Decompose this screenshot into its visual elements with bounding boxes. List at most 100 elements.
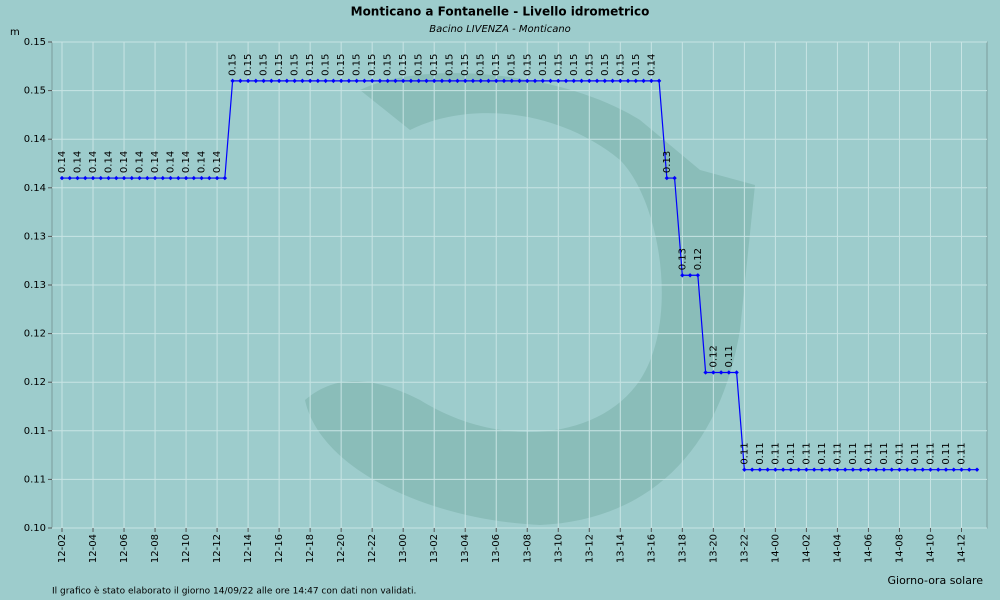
- x-tick-label: 13-18: [677, 534, 688, 563]
- data-point: [470, 78, 476, 84]
- x-tick-label: 13-20: [708, 534, 719, 563]
- value-label: 0.15: [476, 54, 487, 76]
- data-point: [276, 78, 282, 84]
- data-point: [463, 78, 468, 84]
- x-tick-label: 14-08: [894, 534, 905, 563]
- value-label: 0.12: [708, 345, 719, 367]
- data-point: [245, 78, 251, 84]
- data-point: [509, 78, 514, 84]
- data-point: [610, 78, 615, 84]
- x-tick-label: 14-04: [832, 534, 843, 563]
- data-point: [726, 370, 732, 375]
- data-point: [455, 78, 460, 84]
- data-point: [416, 78, 421, 84]
- x-tick-label: 13-02: [429, 534, 440, 563]
- data-point: [222, 175, 228, 181]
- data-point: [59, 175, 65, 181]
- data-point: [432, 78, 437, 84]
- data-point: [967, 467, 972, 472]
- value-label: 0.15: [367, 54, 378, 76]
- data-point: [625, 78, 631, 84]
- value-label: 0.14: [166, 151, 177, 173]
- x-tick-label: 14-12: [956, 534, 967, 563]
- x-tick-label: 12-10: [181, 534, 192, 563]
- value-label: 0.11: [848, 442, 859, 464]
- data-point: [548, 78, 553, 84]
- value-label: 0.15: [429, 54, 440, 76]
- data-point: [734, 370, 739, 375]
- value-label: 0.14: [73, 151, 84, 173]
- value-label: 0.15: [398, 54, 409, 76]
- data-point: [571, 78, 576, 84]
- value-label: 0.15: [414, 54, 425, 76]
- data-point: [811, 467, 817, 472]
- data-point: [905, 467, 910, 472]
- data-point: [377, 78, 383, 84]
- value-label: 0.15: [460, 54, 471, 76]
- data-point: [889, 467, 894, 472]
- data-point: [269, 78, 274, 84]
- data-point: [804, 467, 809, 472]
- data-point: [90, 175, 96, 181]
- data-point: [680, 273, 685, 278]
- data-point: [152, 175, 158, 181]
- data-point: [501, 78, 507, 84]
- data-point: [176, 175, 181, 181]
- data-point: [579, 78, 584, 84]
- x-tick-label: 14-02: [801, 534, 812, 563]
- data-point: [137, 175, 142, 181]
- y-tick-label: 0.14: [24, 134, 46, 145]
- data-point: [191, 175, 197, 181]
- data-point: [369, 78, 375, 84]
- data-point: [478, 78, 483, 84]
- data-point: [602, 78, 607, 84]
- data-point: [338, 78, 344, 84]
- value-label: 0.15: [305, 54, 316, 76]
- x-tick-label: 13-04: [460, 534, 471, 563]
- value-label: 0.11: [894, 442, 905, 464]
- value-label: 0.11: [801, 442, 812, 464]
- value-label: 0.11: [910, 442, 921, 464]
- data-point: [703, 370, 708, 375]
- data-point: [67, 175, 72, 181]
- data-point: [594, 78, 600, 84]
- data-point: [858, 467, 863, 472]
- chart-title: Monticano a Fontanelle - Livello idromet…: [351, 5, 650, 19]
- data-point: [160, 175, 166, 181]
- value-label: 0.11: [755, 442, 766, 464]
- value-label: 0.14: [197, 151, 208, 173]
- x-tick-label: 13-08: [522, 534, 533, 563]
- x-tick-label: 12-22: [367, 534, 378, 563]
- data-point: [230, 78, 235, 84]
- x-tick-label: 12-02: [57, 534, 68, 563]
- value-label: 0.14: [57, 151, 68, 173]
- data-point: [129, 175, 134, 181]
- x-tick-label: 13-00: [398, 534, 409, 563]
- data-point: [881, 467, 887, 472]
- data-point: [214, 175, 220, 181]
- value-label: 0.14: [646, 54, 657, 76]
- y-tick-label: 0.15: [24, 37, 46, 48]
- y-tick-label: 0.10: [24, 523, 46, 534]
- data-point: [354, 78, 359, 84]
- value-label: 0.15: [507, 54, 518, 76]
- value-label: 0.15: [584, 54, 595, 76]
- data-point: [866, 467, 871, 472]
- data-point: [292, 78, 297, 84]
- data-point: [587, 78, 592, 84]
- data-point: [75, 175, 80, 181]
- data-point: [850, 467, 856, 472]
- data-point: [842, 467, 848, 472]
- data-point: [307, 78, 313, 84]
- data-point: [936, 467, 941, 472]
- data-point: [532, 78, 538, 84]
- value-label: 0.15: [259, 54, 270, 76]
- data-point: [556, 78, 561, 84]
- value-label: 0.15: [445, 54, 456, 76]
- value-label: 0.13: [662, 151, 673, 173]
- value-label: 0.15: [243, 54, 254, 76]
- data-point: [284, 78, 290, 84]
- value-label: 0.11: [863, 442, 874, 464]
- value-label: 0.15: [336, 54, 347, 76]
- x-tick-label: 13-22: [739, 534, 750, 563]
